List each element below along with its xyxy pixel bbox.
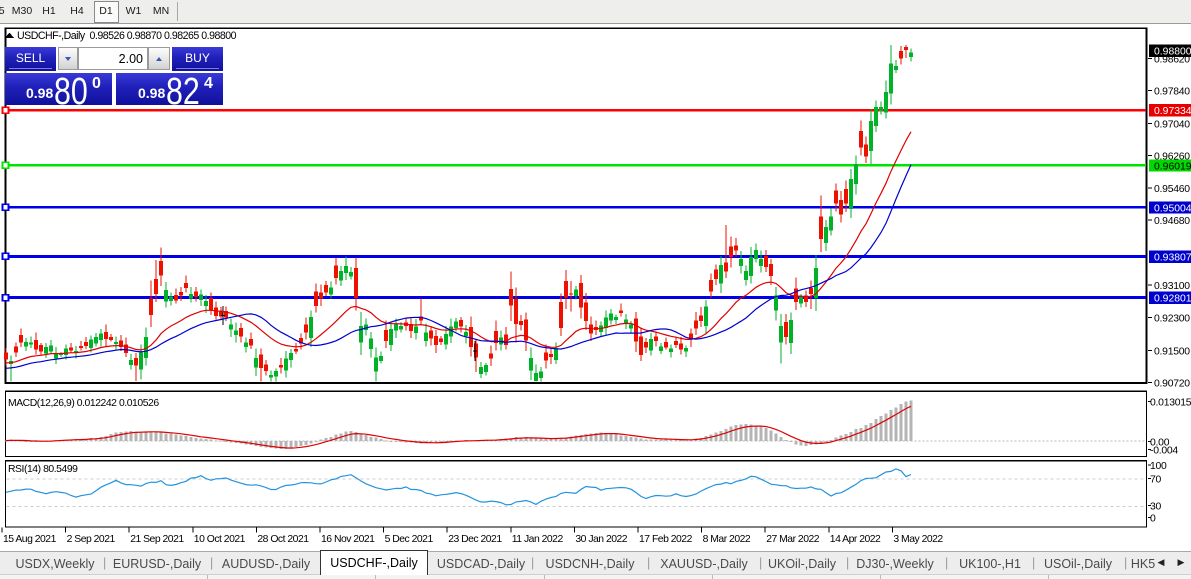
svg-text:USDCHF-,Daily 0.98526 0.98870: USDCHF-,Daily 0.98526 0.98870 0.98265 0.… xyxy=(17,30,237,42)
svg-text:30 Jan 2022: 30 Jan 2022 xyxy=(575,534,627,545)
svg-text:0.98620: 0.98620 xyxy=(1154,55,1190,66)
svg-text:0.93807: 0.93807 xyxy=(1154,252,1191,263)
svg-text:0.95460: 0.95460 xyxy=(1154,184,1190,195)
svg-text:10 Oct 2021: 10 Oct 2021 xyxy=(194,534,246,545)
svg-text:70: 70 xyxy=(1150,475,1162,486)
svg-text:0.013015: 0.013015 xyxy=(1150,398,1191,409)
svg-text:0.97040: 0.97040 xyxy=(1154,119,1190,130)
svg-text:17 Feb 2022: 17 Feb 2022 xyxy=(639,534,693,545)
svg-text:28 Oct 2021: 28 Oct 2021 xyxy=(257,534,309,545)
svg-text:-0.004: -0.004 xyxy=(1150,446,1178,457)
svg-text:15 Aug 2021: 15 Aug 2021 xyxy=(3,534,57,545)
svg-text:0.94680: 0.94680 xyxy=(1154,216,1190,227)
svg-text:16 Nov 2021: 16 Nov 2021 xyxy=(321,534,375,545)
svg-text:MACD(12,26,9) 0.012242 0.01052: MACD(12,26,9) 0.012242 0.010526 xyxy=(8,398,159,409)
svg-text:0.92801: 0.92801 xyxy=(1154,294,1191,305)
svg-text:0.91500: 0.91500 xyxy=(1154,347,1190,358)
svg-text:0.90720: 0.90720 xyxy=(1154,379,1190,390)
svg-text:11 Jan 2022: 11 Jan 2022 xyxy=(512,534,564,545)
svg-text:0.96019: 0.96019 xyxy=(1154,161,1191,172)
svg-text:100: 100 xyxy=(1150,461,1167,472)
svg-text:14 Apr 2022: 14 Apr 2022 xyxy=(830,534,881,545)
svg-text:23 Dec 2021: 23 Dec 2021 xyxy=(448,534,502,545)
svg-text:RSI(14) 80.5499: RSI(14) 80.5499 xyxy=(8,464,78,475)
svg-text:27 Mar 2022: 27 Mar 2022 xyxy=(766,534,820,545)
svg-text:8 Mar 2022: 8 Mar 2022 xyxy=(703,534,751,545)
svg-text:0.95004: 0.95004 xyxy=(1154,203,1191,214)
svg-text:2 Sep 2021: 2 Sep 2021 xyxy=(67,534,116,545)
svg-text:5 Dec 2021: 5 Dec 2021 xyxy=(385,534,434,545)
svg-text:0: 0 xyxy=(1150,514,1156,525)
svg-text:0.97334: 0.97334 xyxy=(1154,106,1191,117)
svg-text:3 May 2022: 3 May 2022 xyxy=(893,534,943,545)
svg-text:21 Sep 2021: 21 Sep 2021 xyxy=(130,534,184,545)
svg-text:0.92300: 0.92300 xyxy=(1154,314,1190,325)
svg-text:0.97840: 0.97840 xyxy=(1154,87,1190,98)
svg-text:0.00: 0.00 xyxy=(1150,438,1170,449)
svg-text:0.96260: 0.96260 xyxy=(1154,151,1190,162)
svg-text:30: 30 xyxy=(1150,502,1162,513)
svg-text:0.93100: 0.93100 xyxy=(1154,281,1190,292)
svg-text:0.98800: 0.98800 xyxy=(1154,47,1191,58)
